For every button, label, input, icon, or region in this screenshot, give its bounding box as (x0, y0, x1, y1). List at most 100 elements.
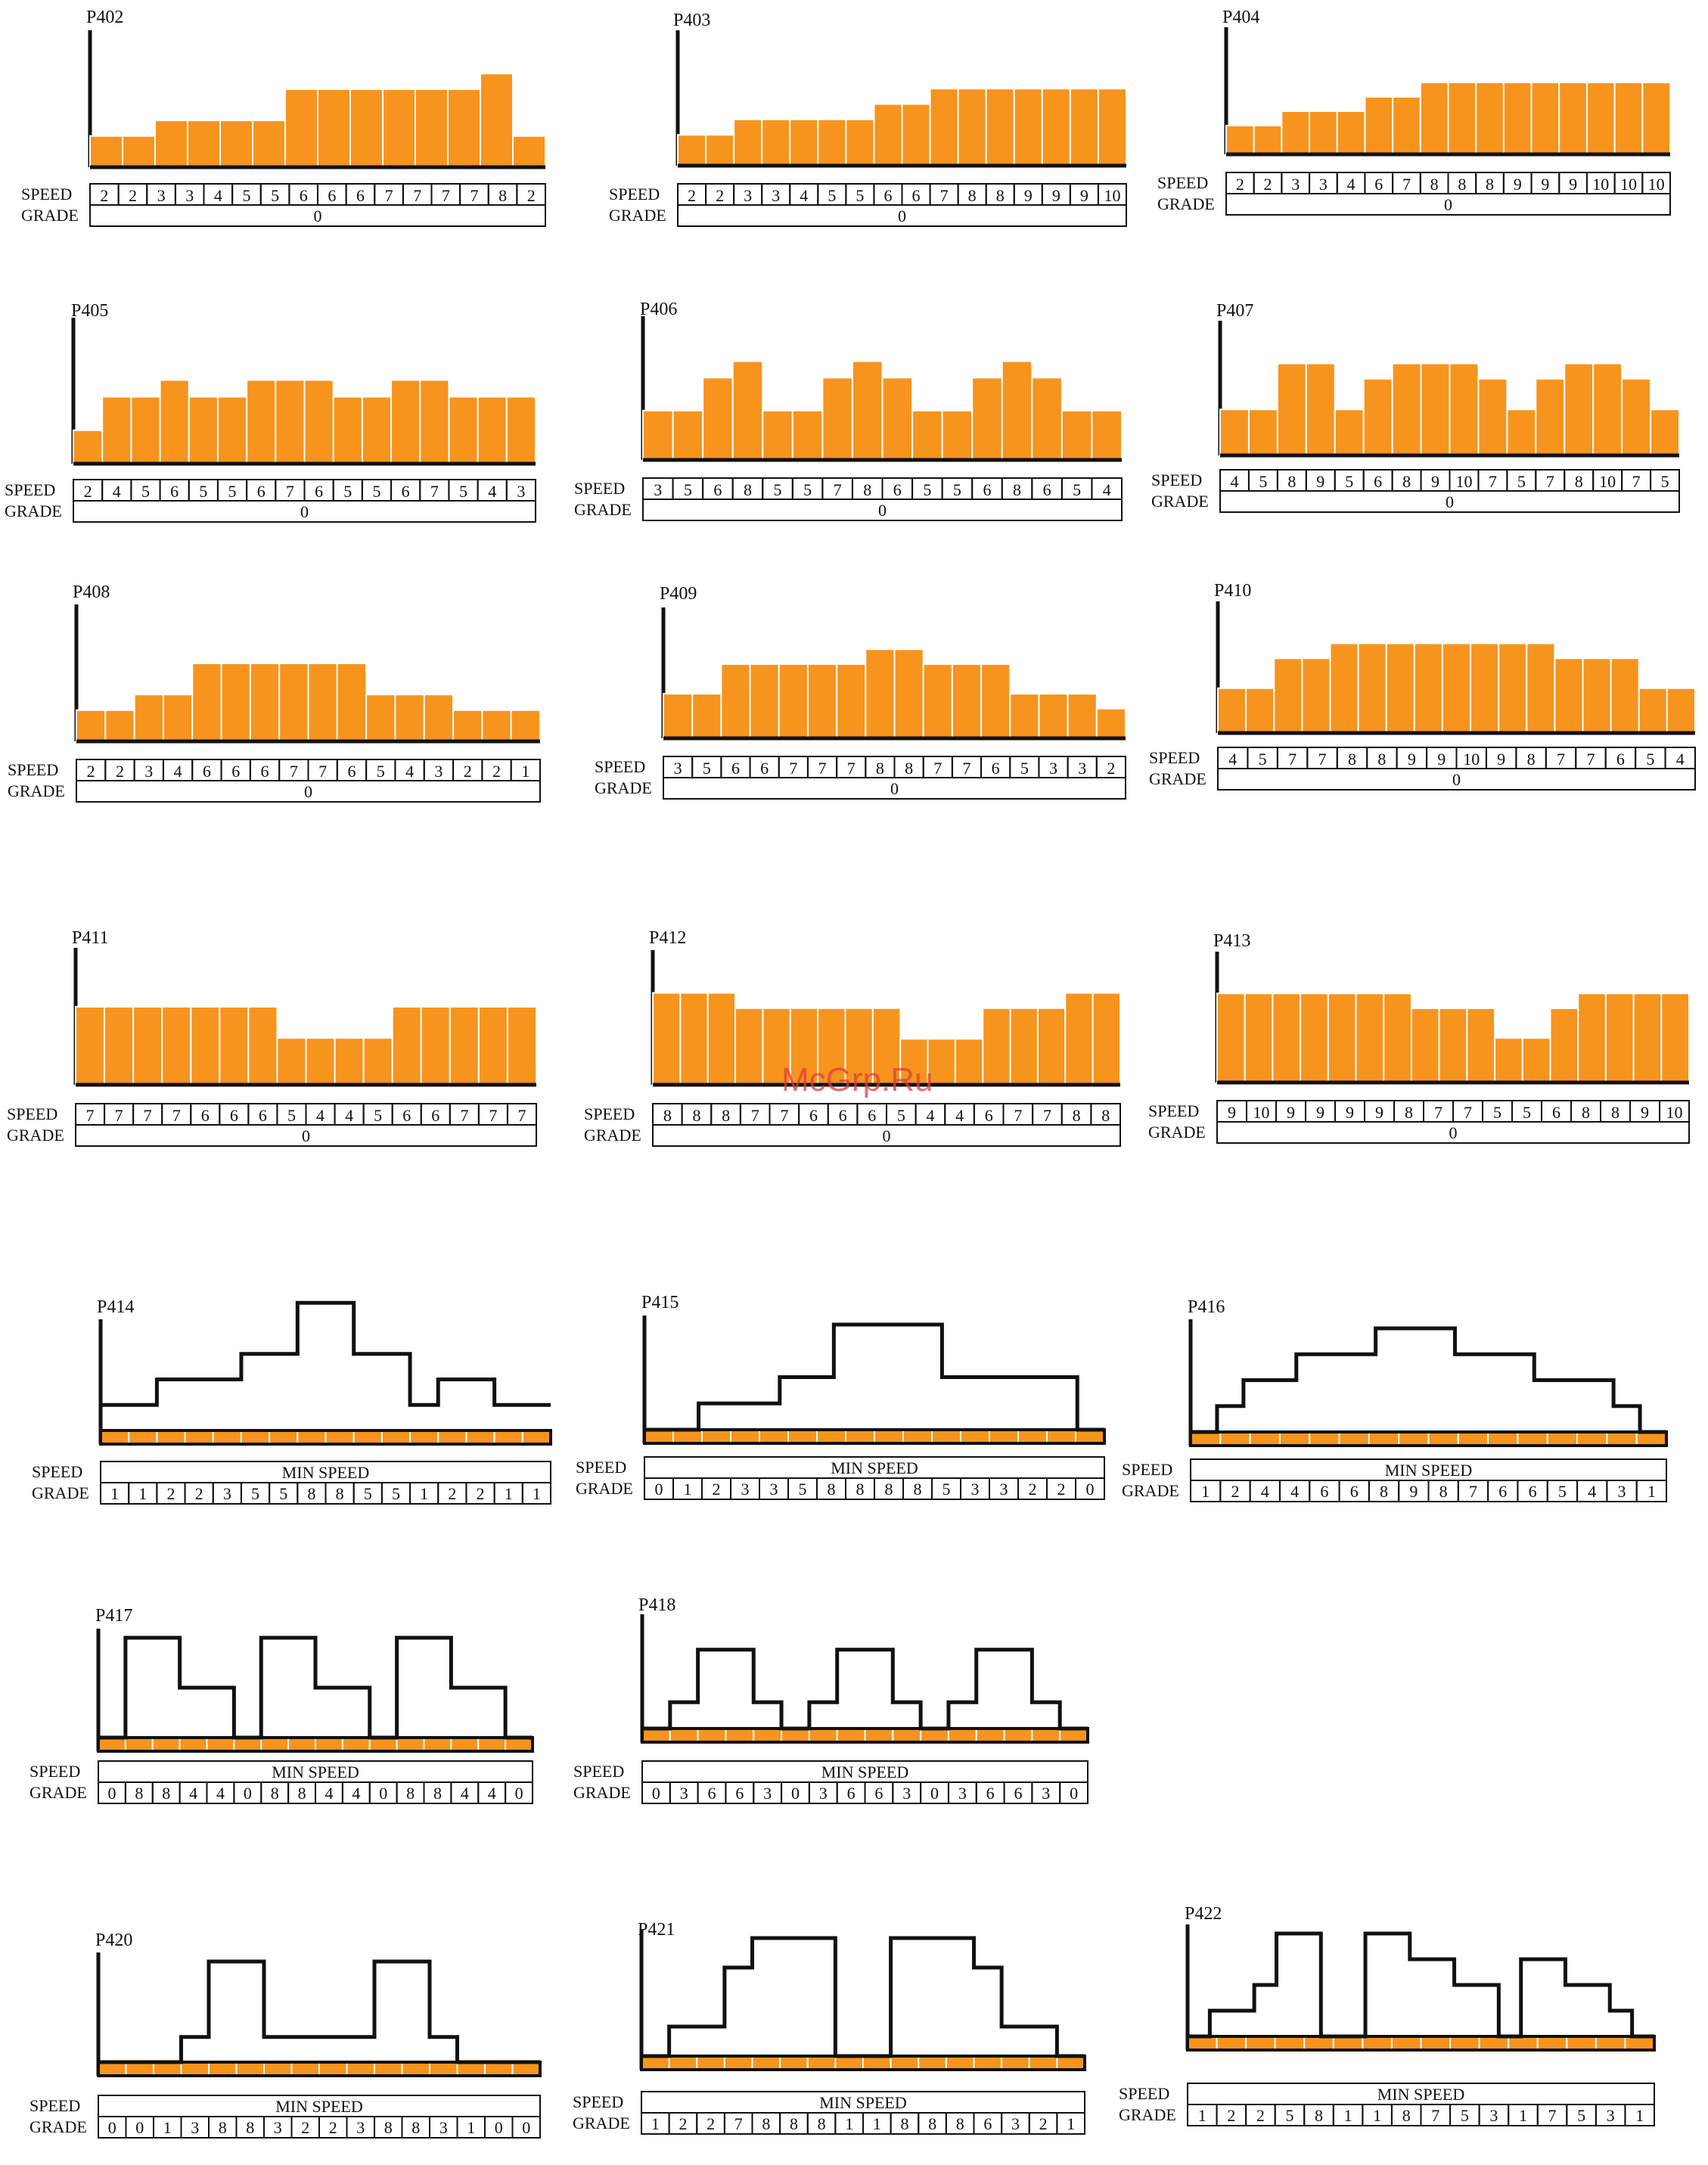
p404-bar-12 (1530, 82, 1560, 155)
p421-base-segment-5 (751, 2055, 781, 2070)
p414-base-segment-10 (352, 1430, 383, 1445)
p417-base-segment-14 (450, 1737, 480, 1752)
p410-bar-2 (1245, 687, 1275, 734)
p416-profile-line (1191, 1326, 1666, 1434)
p421-profile-line (641, 1936, 1085, 2058)
p405-bar-6 (216, 396, 248, 464)
p416-base-segment-10 (1457, 1431, 1489, 1446)
p408-bar-10 (336, 662, 368, 742)
p421-grade-value-6: 8 (790, 2114, 798, 2133)
p405-speed-value-13: 7 (430, 482, 439, 501)
p410-bar-7 (1385, 642, 1415, 734)
p416-grade-value-2: 2 (1231, 1482, 1239, 1501)
p402-speed-label: SPEED (21, 185, 72, 203)
p421-grade-value-16: 1 (1067, 2114, 1075, 2133)
p406-speed-value-11: 5 (953, 480, 961, 499)
p403-speed-value-3: 3 (744, 186, 752, 205)
p420-base-strip (97, 2061, 542, 2077)
p411-speed-label: SPEED (7, 1104, 57, 1123)
p421-grade-value-12: 8 (956, 2114, 964, 2133)
p412-bar-14 (1009, 1007, 1039, 1086)
p408-bar-9 (307, 662, 338, 742)
p408-bar-15 (481, 709, 512, 742)
p421-base-segment-14 (1001, 2055, 1030, 2070)
p407-bar-3 (1276, 362, 1307, 456)
p417-base-segment-5 (206, 1737, 235, 1752)
p412-speed-value-12: 6 (985, 1106, 993, 1125)
p404-speed-value-16: 10 (1648, 175, 1665, 194)
p417-min-speed-label: MIN SPEED (272, 1763, 359, 1781)
p416-base-segment-11 (1487, 1431, 1519, 1446)
p417-base-segment-16 (505, 1737, 533, 1752)
p417-base-segment-1 (98, 1737, 126, 1752)
p417-grade-value-1: 0 (107, 1784, 116, 1803)
p409-speed-value-1: 3 (674, 759, 682, 778)
p407-speed-value-5: 5 (1345, 472, 1353, 491)
p411-speed-value-9: 4 (316, 1106, 325, 1125)
p408-speed-value-4: 4 (174, 762, 182, 781)
p407-bar-12 (1535, 377, 1566, 456)
p421-base-segment-3 (696, 2055, 725, 2070)
p422-base-segment-8 (1390, 2036, 1422, 2051)
p418-grade-cell-16 (1059, 1781, 1088, 1804)
p405-bar-7 (246, 379, 277, 464)
p422-base-segment-15 (1595, 2036, 1626, 2051)
p405-grade-label: GRADE (5, 502, 62, 520)
p411-bar-10 (334, 1037, 365, 1086)
p402-bar-3 (154, 120, 188, 168)
p418-base-segment-12 (947, 1728, 977, 1743)
p422-profile-line (1188, 1931, 1654, 2039)
p421-base-segment-10 (890, 2055, 920, 2070)
p406-speed-value-3: 6 (713, 480, 722, 499)
p404-speed-value-10: 8 (1486, 175, 1494, 194)
p418-base-segment-2 (669, 1728, 699, 1743)
p420-base-segment-2 (125, 2061, 154, 2076)
p418-grade-value-11: 0 (930, 1784, 939, 1803)
p405-bar-8 (275, 379, 306, 464)
p421-base-segment-13 (973, 2055, 1003, 2070)
p402-bar-12 (447, 88, 481, 168)
p420-grade-value-15: 0 (495, 2118, 503, 2137)
p404-bar-6 (1364, 96, 1394, 155)
p413-speed-value-3: 9 (1287, 1103, 1295, 1122)
p405-bar-13 (419, 379, 450, 464)
p405-speed-value-7: 6 (257, 482, 266, 501)
p405-speed-value-4: 6 (170, 482, 179, 501)
p411-speed-value-10: 4 (345, 1106, 353, 1125)
p415-grade-value-1: 0 (655, 1480, 663, 1499)
p421-base-segment-16 (1056, 2055, 1085, 2070)
p406-bar-16 (1091, 409, 1123, 461)
p410-bar-9 (1441, 642, 1472, 734)
p420-min-speed-label: MIN SPEED (275, 2097, 363, 2116)
p408-speed-value-7: 6 (261, 762, 269, 781)
p413-bar-4 (1300, 992, 1329, 1083)
p410-bar-4 (1301, 657, 1331, 734)
p409-speed-value-7: 7 (847, 759, 856, 778)
p416-grade-value-4: 4 (1290, 1482, 1299, 1501)
p409-bar-15 (1067, 693, 1098, 739)
p418-grade-value-1: 0 (652, 1784, 660, 1803)
p420-base-segment-4 (180, 2061, 210, 2076)
p420-title: P420 (95, 1930, 132, 1950)
p405-speed-value-14: 5 (459, 482, 467, 501)
p405-bar-11 (361, 396, 393, 464)
p409-bar-6 (806, 663, 838, 739)
p421-title: P421 (638, 1920, 675, 1940)
p414-base-strip (99, 1429, 552, 1446)
p416-base-segment-1 (1190, 1431, 1222, 1446)
p420-base-segment-12 (401, 2061, 430, 2076)
p418-grade-value-15: 3 (1042, 1784, 1050, 1803)
p420-grade-label: GRADE (30, 2117, 87, 2136)
p402-grade-value: 0 (314, 207, 322, 225)
p411-grade-label: GRADE (7, 1126, 64, 1145)
p407-speed-value-3: 8 (1287, 472, 1296, 491)
p418-base-segment-4 (725, 1728, 755, 1743)
p403-speed-value-11: 8 (968, 186, 977, 205)
p408-grade-label: GRADE (8, 781, 65, 800)
p403-bar-12 (985, 88, 1015, 166)
p403-speed-value-9: 6 (912, 186, 921, 205)
p413-bar-3 (1272, 992, 1302, 1083)
p417-grade-value-5: 4 (216, 1784, 225, 1803)
p417-grade-value-9: 4 (325, 1784, 333, 1803)
p417-grade-value-11: 0 (379, 1784, 387, 1803)
